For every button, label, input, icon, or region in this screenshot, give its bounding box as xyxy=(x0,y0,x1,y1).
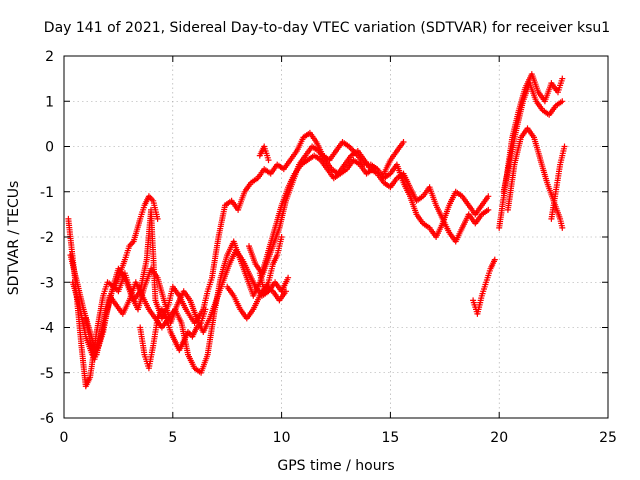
x-tick-label: 20 xyxy=(490,430,508,446)
tick-labels: 0 5 10 15 20 25 -6 -5 -4 -3 -2 -1 0 1 2 xyxy=(40,49,617,446)
data-series-trace-n xyxy=(504,125,566,231)
data-series-trace-i xyxy=(256,143,272,164)
data-point-markers xyxy=(470,256,498,317)
data-series-trace-k xyxy=(470,256,498,317)
x-tick-label: 15 xyxy=(381,430,399,446)
y-tick-label: -2 xyxy=(40,230,54,246)
chart-title: Day 141 of 2021, Sidereal Day-to-day VTE… xyxy=(44,20,610,36)
y-tick-label: -5 xyxy=(40,366,54,382)
data-series-trace-m xyxy=(500,80,566,195)
x-tick-label: 0 xyxy=(60,430,69,446)
y-tick-label: 2 xyxy=(45,49,54,65)
data-point-markers xyxy=(65,129,492,390)
data-series-trace-j xyxy=(380,139,407,177)
x-axis-label: GPS time / hours xyxy=(277,458,394,474)
data-point-markers xyxy=(380,139,407,177)
y-tick-label: -1 xyxy=(40,185,54,201)
data-point-markers xyxy=(246,152,376,277)
y-tick-label: -4 xyxy=(40,321,54,337)
data-point-markers xyxy=(256,234,285,295)
data-point-markers xyxy=(67,143,492,376)
tick-marks xyxy=(63,55,609,419)
data-series-group xyxy=(65,71,568,390)
x-tick-label: 5 xyxy=(168,430,177,446)
data-series-trace-g xyxy=(246,152,376,277)
data-series-trace-b xyxy=(67,143,492,376)
data-point-markers xyxy=(137,306,209,372)
data-series-trace-h xyxy=(256,234,285,295)
data-point-markers xyxy=(548,143,568,222)
data-point-markers xyxy=(82,193,161,363)
data-series-trace-a xyxy=(65,129,492,390)
data-point-markers xyxy=(500,80,566,195)
data-series-trace-d xyxy=(82,193,161,363)
y-tick-label: 1 xyxy=(45,94,54,110)
y-tick-label: -3 xyxy=(40,275,54,291)
x-tick-label: 10 xyxy=(273,430,291,446)
y-tick-label: -6 xyxy=(40,411,54,427)
y-axis-label: SDTVAR / TECUs xyxy=(6,181,22,296)
data-series-trace-o xyxy=(548,143,568,222)
data-point-markers xyxy=(256,143,272,164)
x-tick-label: 25 xyxy=(599,430,617,446)
y-tick-label: 0 xyxy=(45,140,54,156)
data-series-trace-e xyxy=(137,306,209,372)
data-point-markers xyxy=(504,125,566,231)
